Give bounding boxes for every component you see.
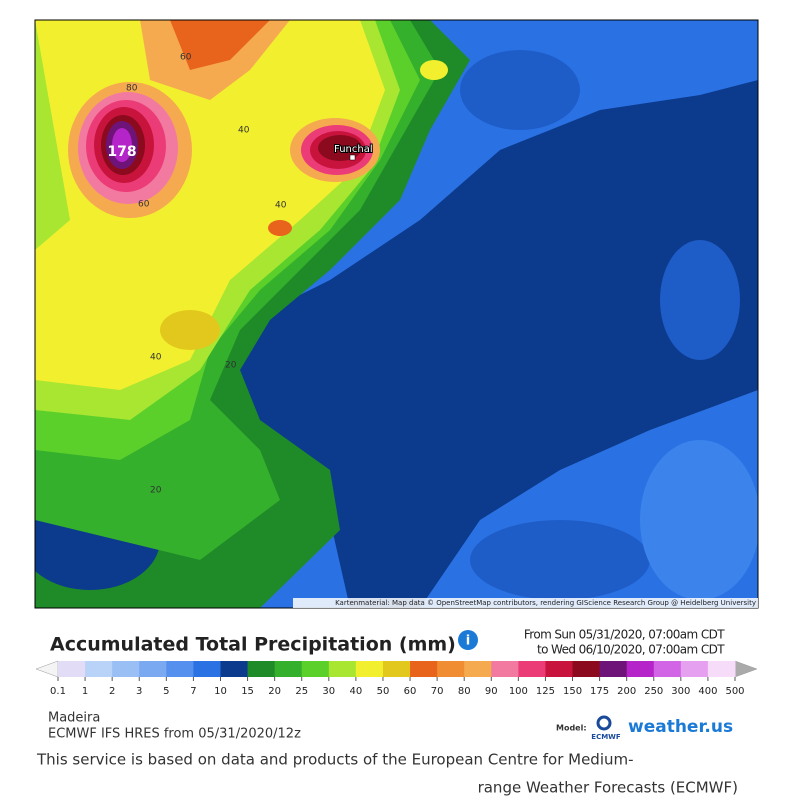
contour-label: 40 <box>238 126 250 136</box>
colorbar-end <box>734 660 758 678</box>
model-run: ECMWF IFS HRES from 05/31/2020/12z <box>48 727 301 742</box>
svg-text:i: i <box>466 634 470 649</box>
colorbar-label: 3 <box>136 686 142 697</box>
contour-label: 40 <box>150 353 162 363</box>
colorbar-segment <box>464 661 492 677</box>
colorbar-label: 20 <box>268 686 281 697</box>
colorbar-label: 40 <box>350 686 363 697</box>
colorbar-label: 2 <box>109 686 115 697</box>
colorbar-segment <box>193 661 221 677</box>
contour-label: 20 <box>150 486 162 496</box>
colorbar-segment <box>112 661 140 677</box>
colorbar-label: 250 <box>644 686 663 697</box>
colorbar-segment <box>653 661 682 677</box>
colorbar-label: 80 <box>458 686 471 697</box>
legend-title: Accumulated Total Precipitation (mm) <box>50 634 456 656</box>
contour-label: 178 <box>107 144 136 160</box>
colorbar-label: 200 <box>617 686 636 697</box>
colorbar-label: 90 <box>485 686 498 697</box>
colorbar-label: 50 <box>377 686 390 697</box>
map <box>35 20 758 608</box>
colorbar-label: 10 <box>214 686 227 697</box>
colorbar-segment <box>599 661 628 677</box>
colorbar-segment <box>382 661 411 677</box>
colorbar-segment <box>220 661 249 677</box>
colorbar-label: 30 <box>322 686 335 697</box>
contour-label: 20 <box>225 361 237 371</box>
info-icon[interactable] <box>458 630 478 650</box>
colorbar-segment <box>355 661 384 677</box>
colorbar-label: 7 <box>190 686 196 697</box>
contour-label: 40 <box>275 201 287 211</box>
colorbar-segment <box>680 661 709 677</box>
colorbar-segment <box>58 661 86 677</box>
disclaimer: range Weather Forecasts (ECMWF) <box>478 779 738 797</box>
model-label: Model: <box>556 724 587 733</box>
colorbar-label: 25 <box>295 686 308 697</box>
colorbar-label: 150 <box>563 686 582 697</box>
colorbar-segment <box>166 661 194 677</box>
colorbar-segment <box>626 661 655 677</box>
colorbar-label: 175 <box>590 686 609 697</box>
colorbar-segment <box>85 661 113 677</box>
contour-label: 60 <box>138 200 150 210</box>
colorbar-label: 5 <box>163 686 169 697</box>
region: Madeira <box>48 711 100 726</box>
colorbar-label: 15 <box>241 686 254 697</box>
colorbar-label: 1 <box>82 686 88 697</box>
colorbar-segment <box>328 661 357 677</box>
colorbar-label: 400 <box>698 686 717 697</box>
contour-label: 60 <box>180 53 192 63</box>
colorbar-segment <box>572 661 601 677</box>
place-marker <box>349 154 356 161</box>
ecmwf-logo: ECMWF <box>591 733 621 741</box>
colorbar-segment <box>707 661 736 677</box>
colorbar-segment <box>491 661 519 677</box>
colorbar-segment <box>247 661 276 677</box>
colorbar-segment <box>274 661 303 677</box>
colorbar-label: 300 <box>671 686 690 697</box>
colorbar-end <box>35 660 59 678</box>
brand[interactable]: weather.us <box>628 717 733 737</box>
period-end: to Wed 06/10/2020, 07:00am CDT <box>537 643 725 657</box>
colorbar-label: 125 <box>536 686 555 697</box>
disclaimer: This service is based on data and produc… <box>36 751 634 769</box>
colorbar-label: 70 <box>431 686 444 697</box>
place-label: Funchal <box>334 144 373 155</box>
contour-label: 80 <box>126 84 138 94</box>
attribution: Kartenmaterial: Map data © OpenStreetMap… <box>335 599 756 607</box>
colorbar-segment <box>518 661 546 677</box>
colorbar-label: 500 <box>725 686 744 697</box>
colorbar-segment <box>437 661 465 677</box>
colorbar-segment <box>410 661 438 677</box>
colorbar-segment <box>545 661 574 677</box>
colorbar-segment <box>139 661 167 677</box>
colorbar-segment <box>301 661 330 677</box>
colorbar-label: 0.1 <box>50 686 66 697</box>
colorbar-label: 60 <box>404 686 417 697</box>
period-start: From Sun 05/31/2020, 07:00am CDT <box>524 628 725 642</box>
colorbar-label: 100 <box>509 686 528 697</box>
